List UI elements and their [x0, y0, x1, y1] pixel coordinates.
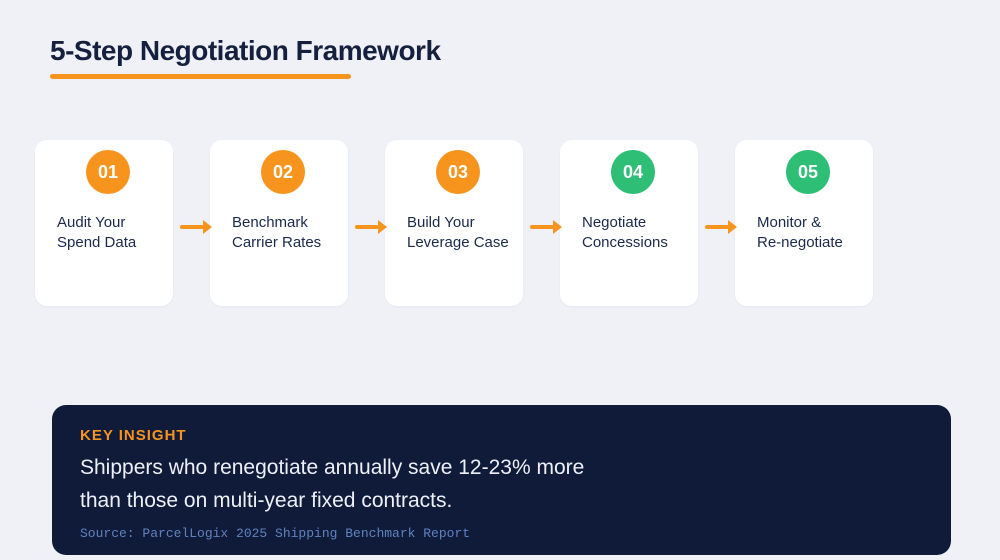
step-number-badge: 02 — [261, 150, 305, 194]
step-card-4: 04 Negotiate Concessions — [560, 140, 698, 306]
step-label-line: Monitor & — [757, 214, 822, 231]
step-card-3: 03 Build Your Leverage Case — [385, 140, 523, 306]
step-label: Build Your Leverage Case — [407, 213, 509, 253]
infographic-page: 5-Step Negotiation Framework 01 Audit Yo… — [0, 35, 1000, 560]
header: 5-Step Negotiation Framework — [50, 35, 1000, 79]
step-label-line: Leverage Case — [407, 234, 509, 251]
step-label-line: Audit Your — [57, 214, 126, 231]
step-connector — [698, 140, 737, 306]
key-insight-text: Shippers who renegotiate annually save 1… — [80, 451, 921, 517]
step-label-line: Carrier Rates — [232, 234, 322, 251]
key-insight-line-2: than those on multi-year fixed contracts… — [80, 489, 453, 512]
arrow-right-icon — [704, 220, 737, 233]
key-insight-panel: KEY INSIGHT Shippers who renegotiate ann… — [52, 405, 951, 555]
step-label-line: Re-negotiate — [757, 234, 843, 251]
title-underline — [50, 74, 351, 79]
key-insight-line-1: Shippers who renegotiate annually save 1… — [80, 456, 585, 479]
step-number-badge: 05 — [786, 150, 830, 194]
step-number-badge: 03 — [436, 150, 480, 194]
step-label-line: Negotiate — [582, 214, 647, 231]
arrow-right-icon — [179, 220, 212, 233]
step-number-badge: 01 — [86, 150, 130, 194]
step-connector — [523, 140, 562, 306]
arrow-right-icon — [354, 220, 387, 233]
step-label-line: Spend Data — [57, 234, 137, 251]
step-card-1: 01 Audit Your Spend Data — [35, 140, 173, 306]
step-label-line: Build Your — [407, 214, 475, 231]
step-label: Monitor & Re-negotiate — [757, 213, 859, 253]
step-card-5: 05 Monitor & Re-negotiate — [735, 140, 873, 306]
step-label: Negotiate Concessions — [582, 213, 684, 253]
page-title: 5-Step Negotiation Framework — [50, 35, 441, 66]
step-label: Benchmark Carrier Rates — [232, 213, 334, 253]
source-citation: Source: ParcelLogix 2025 Shipping Benchm… — [80, 526, 471, 541]
step-connector — [348, 140, 387, 306]
step-card-2: 02 Benchmark Carrier Rates — [210, 140, 348, 306]
arrow-right-icon — [529, 220, 562, 233]
step-label: Audit Your Spend Data — [57, 213, 159, 253]
key-insight-label: KEY INSIGHT — [80, 427, 187, 444]
steps-row: 01 Audit Your Spend Data 02 Benchmark Carr… — [35, 140, 1000, 306]
step-connector — [173, 140, 212, 306]
step-label-line: Concessions — [582, 234, 668, 251]
step-label-line: Benchmark — [232, 214, 308, 231]
step-number-badge: 04 — [611, 150, 655, 194]
